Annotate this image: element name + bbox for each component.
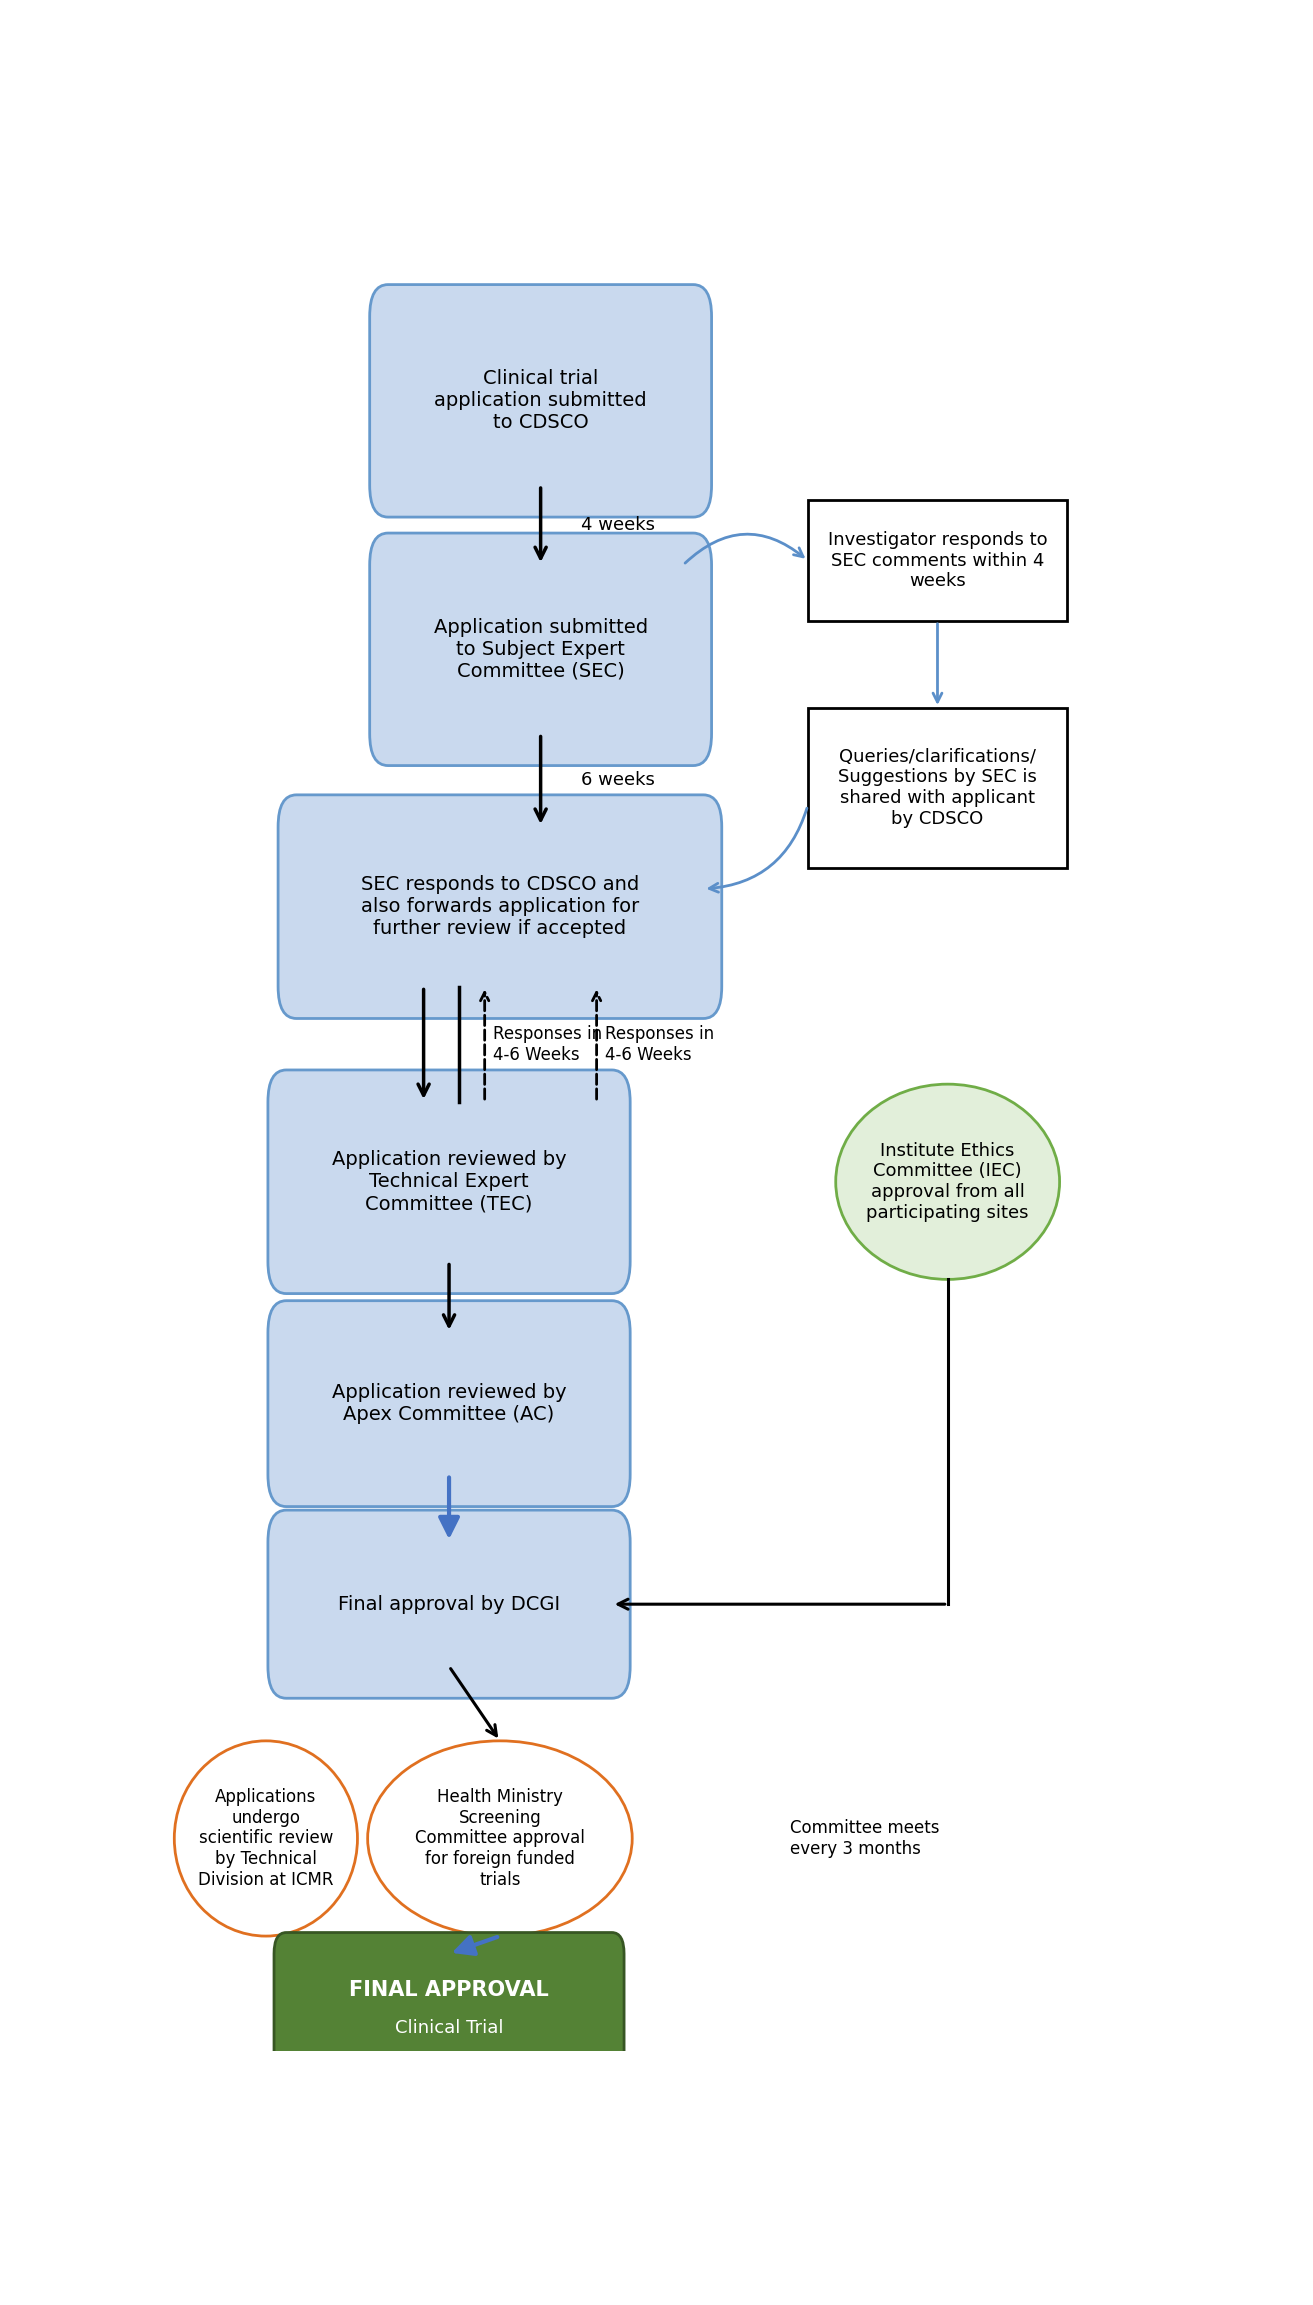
- Text: Clinical Trial: Clinical Trial: [395, 2019, 503, 2038]
- Text: Queries/clarifications/
Suggestions by SEC is
shared with applicant
by CDSCO: Queries/clarifications/ Suggestions by S…: [838, 747, 1037, 827]
- Text: FINAL APPROVAL: FINAL APPROVAL: [349, 1980, 549, 2001]
- Text: Application reviewed by
Apex Committee (AC): Application reviewed by Apex Committee (…: [332, 1383, 566, 1424]
- FancyBboxPatch shape: [274, 1932, 624, 2081]
- Text: Applications
undergo
scientific review
by Technical
Division at ICMR: Applications undergo scientific review b…: [198, 1789, 334, 1890]
- Text: Health Ministry
Screening
Committee approval
for foreign funded
trials: Health Ministry Screening Committee appr…: [415, 1789, 584, 1890]
- FancyBboxPatch shape: [268, 1510, 630, 1699]
- Text: Responses in
4-6 Weeks: Responses in 4-6 Weeks: [492, 1026, 601, 1063]
- Text: Application reviewed by
Technical Expert
Committee (TEC): Application reviewed by Technical Expert…: [332, 1150, 566, 1212]
- FancyBboxPatch shape: [370, 532, 712, 765]
- Text: Application submitted
to Subject Expert
Committee (SEC): Application submitted to Subject Expert …: [433, 618, 647, 680]
- Text: 4 weeks: 4 weeks: [582, 516, 655, 535]
- Text: Committee meets
every 3 months: Committee meets every 3 months: [790, 1819, 939, 1858]
- FancyBboxPatch shape: [278, 795, 722, 1019]
- Text: Investigator responds to
SEC comments within 4
weeks: Investigator responds to SEC comments wi…: [827, 530, 1048, 590]
- Text: Final approval by DCGI: Final approval by DCGI: [337, 1595, 561, 1614]
- FancyBboxPatch shape: [268, 1070, 630, 1293]
- FancyBboxPatch shape: [370, 284, 712, 516]
- Ellipse shape: [836, 1083, 1060, 1279]
- Text: Responses in
4-6 Weeks: Responses in 4-6 Weeks: [605, 1026, 714, 1063]
- Bar: [807, 708, 1067, 867]
- Text: 6 weeks: 6 weeks: [582, 772, 655, 788]
- Text: SEC responds to CDSCO and
also forwards application for
further review if accept: SEC responds to CDSCO and also forwards …: [361, 876, 639, 938]
- Text: Clinical trial
application submitted
to CDSCO: Clinical trial application submitted to …: [435, 369, 647, 433]
- Bar: [807, 500, 1067, 620]
- Ellipse shape: [368, 1740, 633, 1936]
- Text: Institute Ethics
Committee (IEC)
approval from all
participating sites: Institute Ethics Committee (IEC) approva…: [867, 1141, 1029, 1222]
- FancyBboxPatch shape: [268, 1300, 630, 1507]
- Ellipse shape: [175, 1740, 357, 1936]
